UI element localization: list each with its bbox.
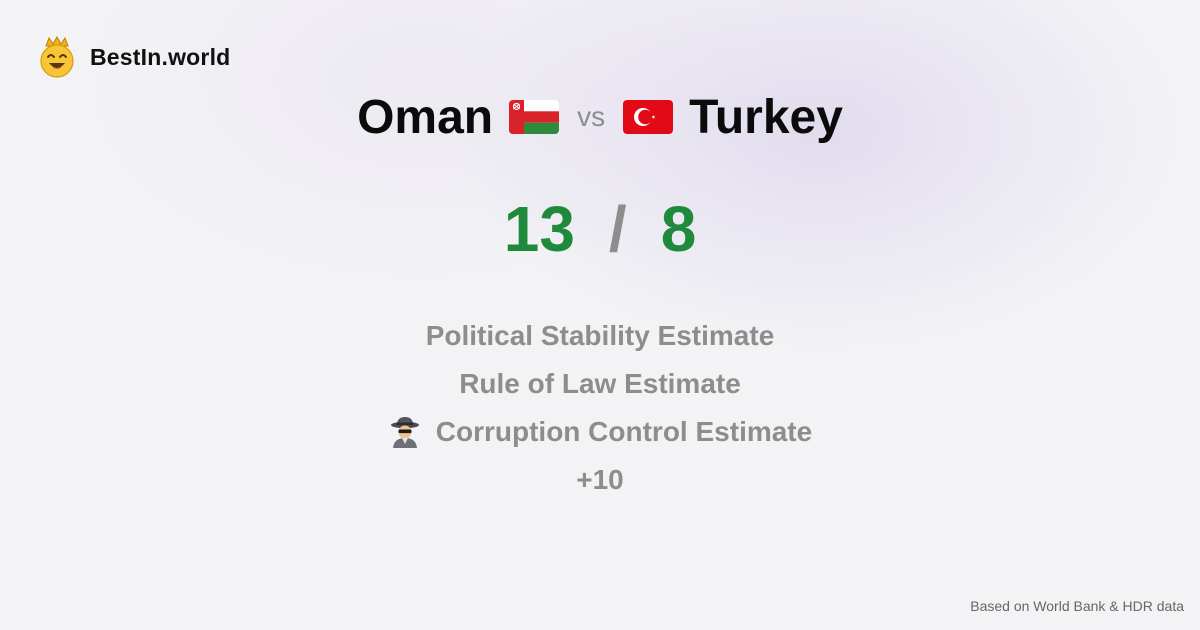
- oman-flag-icon: [509, 100, 560, 134]
- data-source-note: Based on World Bank & HDR data: [970, 598, 1184, 614]
- metric-item: +10: [0, 456, 1200, 504]
- metric-item: Political Stability Estimate: [0, 312, 1200, 360]
- metric-item: Rule of Law Estimate: [0, 360, 1200, 408]
- metric-label: Political Stability Estimate: [425, 320, 775, 351]
- left-score: 13: [503, 193, 575, 265]
- metric-label: Corruption Control Estimate: [435, 416, 813, 447]
- score: 13 / 8: [0, 192, 1200, 266]
- crown-smiley-icon: [40, 36, 74, 78]
- left-country-name: Oman: [357, 90, 494, 144]
- vs-label: vs: [577, 101, 606, 132]
- right-country-name: Turkey: [689, 90, 843, 144]
- brand[interactable]: BestIn.world: [38, 36, 230, 78]
- comparison-title: Oman vs Turkey: [0, 84, 1200, 150]
- score-separator: /: [608, 193, 627, 265]
- metrics-list: Political Stability Estimate Rule of Law…: [0, 312, 1200, 504]
- metric-item: Corruption Control Estimate: [0, 408, 1200, 456]
- brand-name: BestIn.world: [90, 43, 231, 70]
- metric-more-count: +10: [576, 464, 624, 495]
- detective-icon: [390, 417, 419, 448]
- metric-label: Rule of Law Estimate: [459, 368, 741, 399]
- turkey-flag-icon: [623, 100, 674, 134]
- right-score: 8: [660, 193, 697, 265]
